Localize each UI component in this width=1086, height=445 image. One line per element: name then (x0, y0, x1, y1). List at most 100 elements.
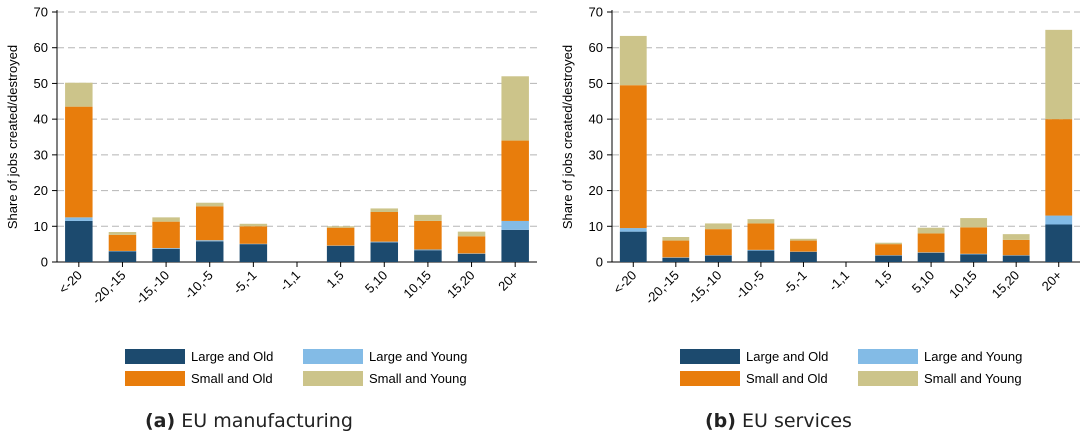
bar-segment (152, 248, 180, 249)
x-tick-label: 15,20 (989, 268, 1023, 302)
bar-segment (619, 231, 647, 262)
legend: Large and Old Large and Young Small and Ol… (680, 349, 1022, 386)
y-tick-label: 20 (34, 183, 48, 198)
bar-segment (917, 227, 945, 234)
bar-segment (790, 240, 817, 252)
y-tick-label: 30 (34, 147, 48, 162)
y-tick-label: 10 (589, 219, 603, 234)
y-tick-label: 40 (589, 112, 603, 127)
bar-segment (152, 217, 180, 222)
bar-segment (152, 221, 180, 249)
legend-label: Large and Old (191, 349, 273, 364)
bar-segment (960, 227, 988, 254)
bar-segment (457, 253, 486, 262)
bar-segment (108, 251, 137, 262)
bar-segment (704, 229, 732, 256)
bar-segment (239, 226, 268, 244)
y-tick-label: 20 (589, 183, 603, 198)
x-tick-label: -5,-1 (780, 268, 810, 298)
y-axis-label: Share of jobs created/destroyed (560, 45, 575, 229)
legend-label: Small and Old (746, 371, 828, 386)
bar-segment (704, 255, 732, 262)
bar-segment (747, 250, 775, 262)
bar-segment (917, 252, 945, 262)
legend-label: Large and Young (924, 349, 1022, 364)
legend-label: Small and Old (191, 371, 273, 386)
bar-segment (326, 245, 355, 262)
bar-segment (1002, 239, 1030, 256)
bar-segment (65, 106, 93, 218)
legend-swatch (858, 349, 918, 364)
bar-segment (414, 249, 442, 251)
bar-segment (65, 217, 93, 221)
caption-a: (a) EU manufacturing (145, 410, 353, 432)
y-tick-label: 10 (34, 219, 48, 234)
bar-segment (370, 208, 399, 212)
legend-swatch (125, 371, 185, 386)
bar-segment (875, 255, 902, 262)
caption-b: (b) EU services (705, 410, 852, 432)
legend-swatch (680, 371, 740, 386)
x-tick-label: -1,1 (277, 268, 303, 294)
x-tick-label: -20,-15 (642, 268, 682, 308)
x-tick-label: 1,5 (323, 268, 346, 291)
bar-segment (65, 82, 93, 107)
y-tick-label: 40 (34, 112, 48, 127)
x-tick-label: 10,15 (400, 268, 434, 302)
bar-segment (875, 244, 902, 256)
bar-segment (704, 223, 732, 230)
bar-segment (1045, 119, 1073, 216)
bar-segment (662, 257, 690, 262)
bar-segment (414, 220, 442, 250)
bar-segment (370, 241, 399, 243)
bar-segment (457, 231, 486, 237)
legend-swatch (125, 349, 185, 364)
x-tick-label: 5,10 (362, 268, 391, 297)
legend-swatch (858, 371, 918, 386)
x-tick-label: -15,-10 (132, 268, 172, 308)
legend-swatch (303, 349, 363, 364)
bar-segment (747, 249, 775, 251)
bar-segment (195, 240, 224, 242)
y-tick-label: 0 (596, 255, 603, 270)
legend-label: Large and Old (746, 349, 828, 364)
bar-segment (370, 242, 399, 262)
y-tick-label: 50 (34, 76, 48, 91)
y-tick-label: 60 (589, 40, 603, 55)
bar-segment (619, 228, 647, 232)
legend-label: Small and Young (369, 371, 467, 386)
bar-segment (960, 253, 988, 255)
bar-segment (108, 234, 137, 251)
bar-segment (917, 233, 945, 253)
bar-segment (195, 206, 224, 241)
bar-segment (960, 254, 988, 262)
bar-segment (239, 223, 268, 227)
x-tick-label: -10,-5 (181, 268, 216, 303)
y-tick-label: 70 (34, 5, 48, 20)
bar-segment (747, 223, 775, 250)
bar-segment (790, 238, 817, 241)
chart-panel-a: 0 10 20 30 40 50 60 70 Share of jobs created/des… (5, 5, 537, 386)
bar-segment (662, 237, 690, 241)
x-tick-label: 20+ (495, 268, 521, 294)
bar-segment (414, 250, 442, 262)
bar-segment (619, 85, 647, 229)
x-tick-label: -10,-5 (732, 268, 767, 303)
bar-segment (457, 236, 486, 254)
legend-swatch (680, 349, 740, 364)
x-tick-label: <-20 (610, 268, 639, 297)
chart-panel-b: 0 10 20 30 40 50 60 70 Share of jobs created/des… (560, 5, 1080, 386)
x-tick-label: -20,-15 (89, 268, 129, 308)
bar-segment (195, 241, 224, 262)
caption-b-tag: (b) (705, 410, 736, 432)
bar-segment (501, 229, 529, 262)
x-tick-label: 1,5 (871, 268, 894, 291)
bar-segment (65, 220, 93, 262)
bar-segment (1045, 215, 1073, 225)
bar-segment (501, 76, 529, 141)
y-tick-label: 70 (589, 5, 603, 20)
x-tick-label: 5,10 (909, 268, 938, 297)
x-tick-label: -15,-10 (685, 268, 725, 308)
bar-segment (1045, 29, 1073, 120)
bar-segment (960, 218, 988, 228)
